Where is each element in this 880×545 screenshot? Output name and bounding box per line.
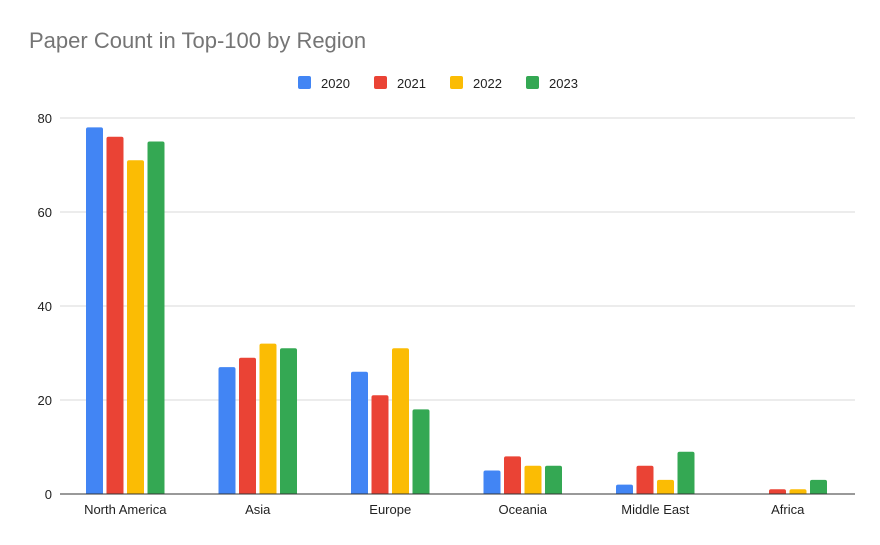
bar-2020 [86,127,103,495]
y-tick-label: 0 [45,487,52,502]
y-tick-label: 60 [38,205,52,220]
legend-label-2022: 2022 [473,76,502,91]
x-tick-label: Oceania [499,502,548,517]
legend: 2020 2021 2022 2023 [298,76,578,91]
x-axis-ticks: North America Asia Europe Oceania Middle Eas… [84,502,805,517]
bar-2020 [483,470,501,494]
bar-2020 [351,371,368,494]
bar-2022 [392,348,409,494]
bar-2021 [106,136,124,495]
y-tick-label: 40 [38,299,52,314]
bars [86,127,827,495]
bar-2023 [677,451,695,494]
bar-2023 [280,348,297,494]
y-tick-label: 20 [38,393,52,408]
y-tick-label: 80 [38,111,52,126]
bar-2022 [657,479,674,494]
x-tick-label: Africa [771,502,805,517]
legend-label-2021: 2021 [397,76,426,91]
bar-2022 [127,160,144,495]
x-tick-label: Asia [245,502,271,517]
bar-2021 [371,395,389,494]
bar-2022 [259,343,277,494]
legend-swatch-2020 [298,76,311,89]
bar-2021 [239,357,256,494]
legend-swatch-2021 [374,76,387,89]
bar-2023 [412,409,430,494]
gridlines [60,117,855,401]
x-tick-label: North America [84,502,167,517]
bar-2022 [789,489,807,494]
y-axis-ticks: 0 20 40 60 80 [38,111,52,502]
bar-2020 [218,367,236,494]
x-tick-label: Europe [369,502,411,517]
legend-swatch-2023 [526,76,539,89]
bar-2021 [636,465,654,494]
chart-title: Paper Count in Top-100 by Region [29,28,367,53]
bar-2021 [504,456,521,494]
bar-2023 [810,479,827,494]
bar-2021 [769,489,786,494]
legend-swatch-2022 [450,76,463,89]
legend-label-2020: 2020 [321,76,350,91]
bar-2020 [616,484,633,494]
bar-2023 [147,141,165,494]
bar-2023 [545,465,562,494]
bar-2022 [524,465,542,494]
x-tick-label: Middle East [621,502,689,517]
legend-label-2023: 2023 [549,76,578,91]
